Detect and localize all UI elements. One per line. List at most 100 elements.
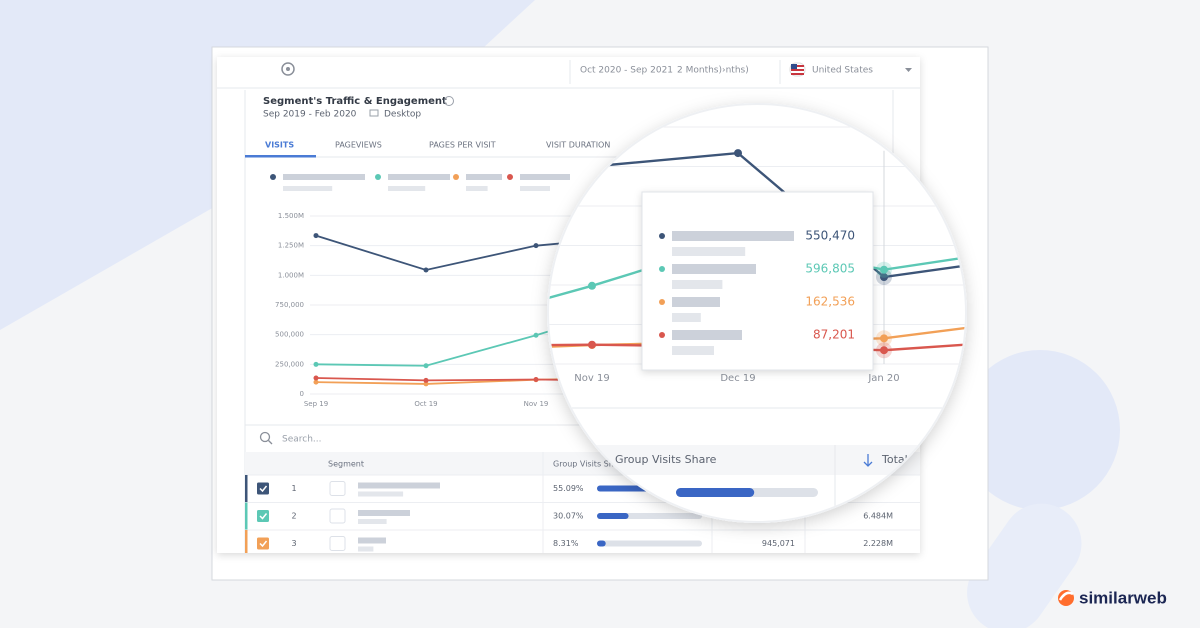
legend-dot bbox=[270, 174, 276, 180]
legend-placeholder bbox=[388, 186, 426, 191]
tooltip-placeholder bbox=[672, 231, 794, 241]
legend-placeholder bbox=[283, 174, 365, 180]
segment-icon bbox=[329, 481, 346, 496]
data-point bbox=[313, 361, 319, 367]
data-point bbox=[880, 346, 888, 355]
search-icon bbox=[268, 440, 273, 445]
bg-shape bbox=[967, 503, 1082, 628]
tooltip: 550,470 596,805 162,536 87,201 bbox=[641, 191, 874, 371]
checkmark bbox=[259, 513, 268, 520]
device-icon bbox=[369, 109, 379, 117]
rank: 3 bbox=[291, 539, 296, 548]
x-tick-label: Nov 19 bbox=[524, 400, 549, 408]
rank: 2 bbox=[291, 512, 296, 521]
y-tick-label: 0 bbox=[300, 390, 304, 398]
tab[interactable]: VISIT DURATION bbox=[546, 141, 610, 150]
segment-placeholder bbox=[358, 519, 387, 524]
tab[interactable]: VISITS bbox=[265, 141, 294, 150]
segment-placeholder bbox=[358, 546, 374, 552]
search-input[interactable]: Search... bbox=[282, 435, 322, 445]
share-value: 30.07% bbox=[553, 512, 584, 521]
tooltip-placeholder bbox=[672, 330, 742, 340]
y-tick-label: 250,000 bbox=[275, 360, 304, 368]
data-point bbox=[313, 379, 319, 385]
segment-placeholder bbox=[358, 482, 440, 489]
checkbox[interactable] bbox=[257, 482, 269, 495]
brand-name: similarweb bbox=[1079, 588, 1167, 607]
tooltip-dot bbox=[659, 266, 665, 272]
x-tick-label: Sep 19 bbox=[304, 400, 328, 408]
data-point bbox=[734, 149, 742, 158]
granularity[interactable]: 2 Months) bbox=[677, 66, 722, 76]
tab[interactable]: PAGEVIEWS bbox=[335, 141, 382, 150]
tooltip-dot bbox=[659, 299, 665, 305]
info-icon[interactable] bbox=[444, 96, 454, 106]
y-tick-label: 1.500M bbox=[278, 212, 304, 220]
settings-icon[interactable] bbox=[281, 62, 295, 76]
segment-placeholder bbox=[358, 491, 404, 497]
checkmark bbox=[259, 485, 268, 493]
share-value: 55.09% bbox=[553, 484, 584, 493]
legend-placeholder bbox=[520, 174, 570, 180]
tooltip-placeholder bbox=[672, 297, 720, 307]
rank: 1 bbox=[291, 484, 296, 493]
tooltip-placeholder bbox=[672, 247, 746, 256]
sort-icon bbox=[863, 461, 873, 467]
tooltip-placeholder bbox=[672, 313, 701, 322]
tooltip-placeholder bbox=[672, 280, 723, 289]
panel-title: Segment's Traffic & Engagement bbox=[263, 96, 447, 107]
data-point bbox=[423, 381, 429, 387]
country[interactable]: United States bbox=[812, 66, 873, 76]
segment-icon bbox=[329, 536, 346, 551]
y-tick-label: 750,000 bbox=[275, 301, 304, 309]
data-point bbox=[588, 340, 596, 349]
data-point bbox=[1026, 244, 1034, 252]
caret bbox=[905, 68, 912, 72]
share-track bbox=[597, 540, 702, 547]
series-line bbox=[549, 151, 965, 279]
data-point bbox=[423, 377, 429, 383]
legend-placeholder bbox=[466, 186, 488, 191]
data-point bbox=[588, 281, 596, 290]
row-stripe bbox=[245, 530, 248, 553]
segment-placeholder bbox=[358, 537, 386, 544]
legend-dot bbox=[375, 174, 381, 180]
data-point bbox=[1026, 316, 1034, 324]
search-icon bbox=[259, 431, 271, 443]
legend-placeholder bbox=[283, 186, 333, 191]
x-tick-label: Dec 19 bbox=[720, 373, 755, 384]
total-value: 6.484M bbox=[863, 512, 893, 521]
granularity-alt: ›nths) bbox=[722, 66, 749, 76]
tooltip-dot bbox=[659, 332, 665, 338]
legend-dot bbox=[507, 174, 513, 180]
data-point bbox=[423, 363, 429, 369]
tooltip-placeholder bbox=[672, 346, 714, 355]
tooltip-dot bbox=[659, 233, 665, 239]
share-bar bbox=[597, 540, 606, 547]
data-point bbox=[533, 243, 539, 249]
data-point bbox=[313, 375, 319, 381]
legend-placeholder bbox=[388, 174, 450, 180]
checkmark bbox=[259, 540, 268, 548]
tooltip-placeholder bbox=[672, 264, 756, 274]
checkbox[interactable] bbox=[257, 537, 269, 550]
legend-placeholder bbox=[466, 174, 502, 180]
share-bar bbox=[597, 513, 629, 519]
flag bbox=[789, 62, 806, 77]
y-tick-label: 500,000 bbox=[275, 331, 304, 339]
column-header: Segment bbox=[328, 460, 364, 469]
magnifier-rim bbox=[547, 103, 967, 523]
brand-logo: similarweb bbox=[1058, 588, 1167, 607]
checkbox[interactable] bbox=[257, 510, 269, 522]
tab[interactable]: PAGES PER VISIT bbox=[429, 141, 496, 150]
tab-underline bbox=[245, 155, 316, 158]
data-point bbox=[423, 267, 429, 273]
legend-dot bbox=[453, 174, 459, 180]
date-range[interactable]: Oct 2020 - Sep 2021 bbox=[580, 66, 673, 76]
data-point bbox=[533, 332, 539, 338]
bg-shape bbox=[960, 350, 1120, 510]
legend-placeholder bbox=[520, 186, 550, 191]
tooltip-value: 87,201 bbox=[813, 328, 855, 342]
tooltip-value: 162,536 bbox=[805, 295, 855, 309]
